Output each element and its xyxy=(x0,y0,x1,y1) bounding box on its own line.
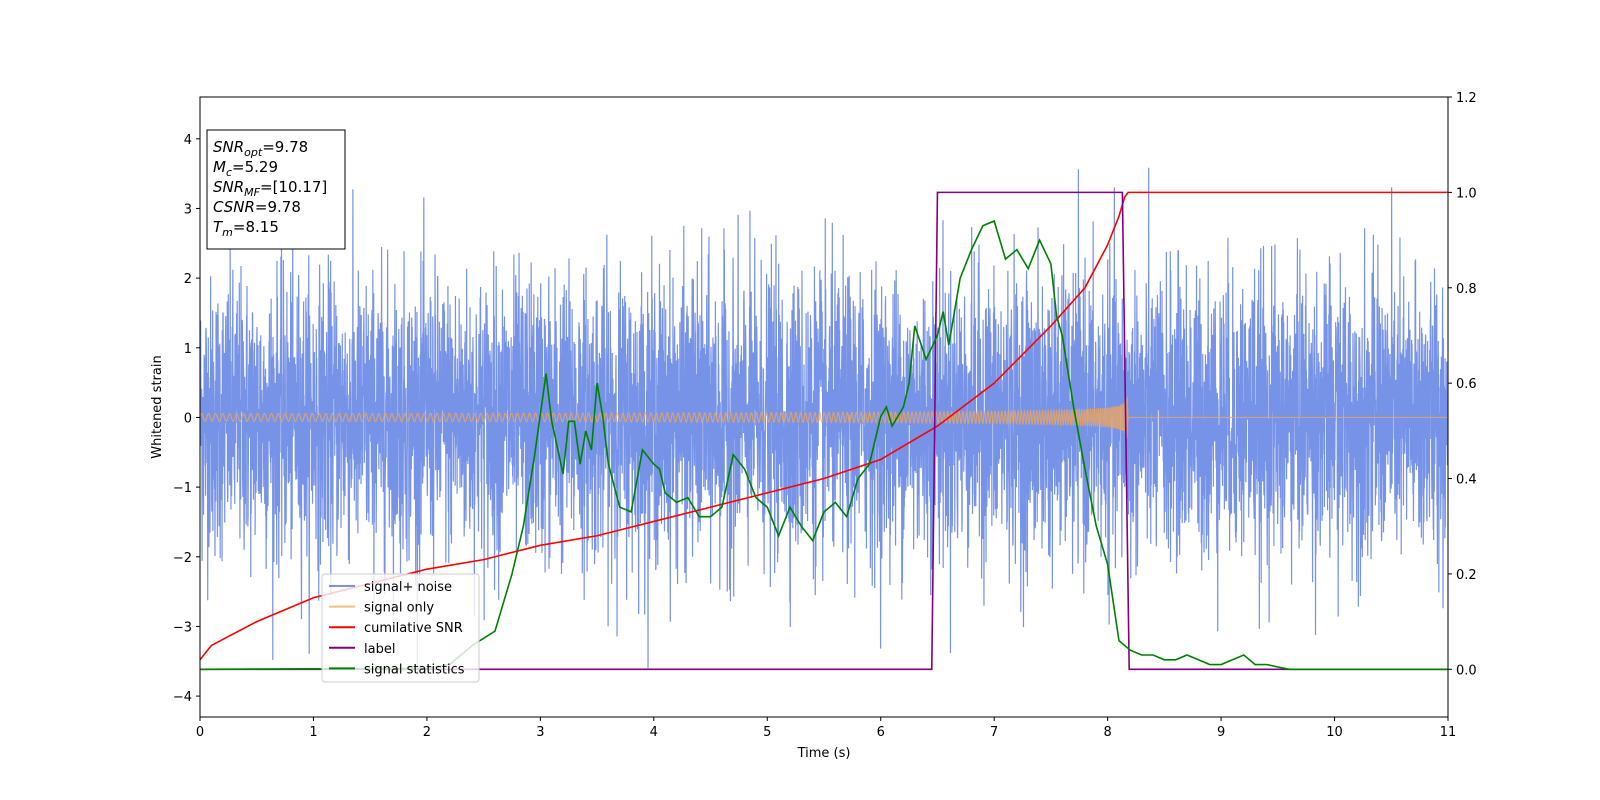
y-right-tick-label: 0.0 xyxy=(1456,663,1477,678)
annotation-line: SNRMF=[10.17] xyxy=(213,178,327,199)
annotation-line: SNRopt=9.78 xyxy=(213,138,308,159)
legend-label: cumilative SNR xyxy=(364,621,463,636)
y-left-tick-label: −4 xyxy=(173,690,192,705)
y-left-tick-label: −3 xyxy=(173,620,192,635)
annotation-line: Tm=8.15 xyxy=(213,218,279,239)
y-left-tick-label: −1 xyxy=(173,481,192,496)
y-axis-label: Whitened strain xyxy=(150,355,165,458)
series-signal-noise xyxy=(200,167,1448,669)
legend: signal+ noise signal only cumilative SNR la… xyxy=(321,573,480,683)
x-tick-label: 10 xyxy=(1326,725,1343,740)
x-tick-label: 9 xyxy=(1217,725,1225,740)
series-signal-statistics xyxy=(200,219,1448,671)
series-label xyxy=(200,191,1448,671)
x-tick-label: 2 xyxy=(423,725,431,740)
x-tick-label: 6 xyxy=(877,725,885,740)
x-tick-label: 4 xyxy=(650,725,658,740)
y-right-tick-label: 0.6 xyxy=(1456,377,1477,392)
y-left-tick-label: 4 xyxy=(184,133,192,148)
plot-frame xyxy=(199,96,1449,718)
x-tick-label: 7 xyxy=(990,725,998,740)
x-tick-label: 11 xyxy=(1440,725,1457,740)
y-right-tick-label: 0.8 xyxy=(1456,282,1477,297)
y-axis-left: −4 −3 −2 −1 0 1 2 3 4 xyxy=(173,133,200,705)
annotation-line: CSNR=9.78 xyxy=(213,198,301,216)
y-right-tick-label: 0.4 xyxy=(1456,473,1477,488)
x-tick-label: 5 xyxy=(763,725,771,740)
x-axis: 0 1 2 3 4 5 6 7 8 9 10 11 xyxy=(196,717,1456,740)
y-left-tick-label: 2 xyxy=(184,272,192,287)
x-axis-label: Time (s) xyxy=(797,746,851,761)
y-right-tick-label: 1.2 xyxy=(1456,91,1477,106)
legend-label: signal only xyxy=(364,601,434,616)
y-axis-right: 0.0 0.2 0.4 0.6 0.8 1.0 1.2 xyxy=(1448,91,1477,678)
x-tick-label: 3 xyxy=(536,725,544,740)
x-tick-label: 0 xyxy=(196,725,204,740)
y-right-tick-label: 0.2 xyxy=(1456,568,1477,583)
x-tick-label: 1 xyxy=(309,725,317,740)
y-left-tick-label: −2 xyxy=(173,551,192,566)
y-left-tick-label: 3 xyxy=(184,202,192,217)
legend-label: label xyxy=(364,642,395,657)
y-left-tick-label: 0 xyxy=(184,411,192,426)
annotation-line: Mc=5.29 xyxy=(213,158,278,179)
annotation-box: SNRopt=9.78Mc=5.29SNRMF=[10.17]CSNR=9.78… xyxy=(206,129,346,250)
legend-frame xyxy=(321,573,480,683)
y-right-tick-label: 1.0 xyxy=(1456,186,1477,201)
legend-label: signal statistics xyxy=(364,662,465,677)
x-tick-label: 8 xyxy=(1103,725,1111,740)
y-left-tick-label: 1 xyxy=(184,342,192,357)
legend-label: signal+ noise xyxy=(364,580,452,595)
series-signal-only xyxy=(200,396,1448,438)
annotation-frame xyxy=(206,129,346,250)
